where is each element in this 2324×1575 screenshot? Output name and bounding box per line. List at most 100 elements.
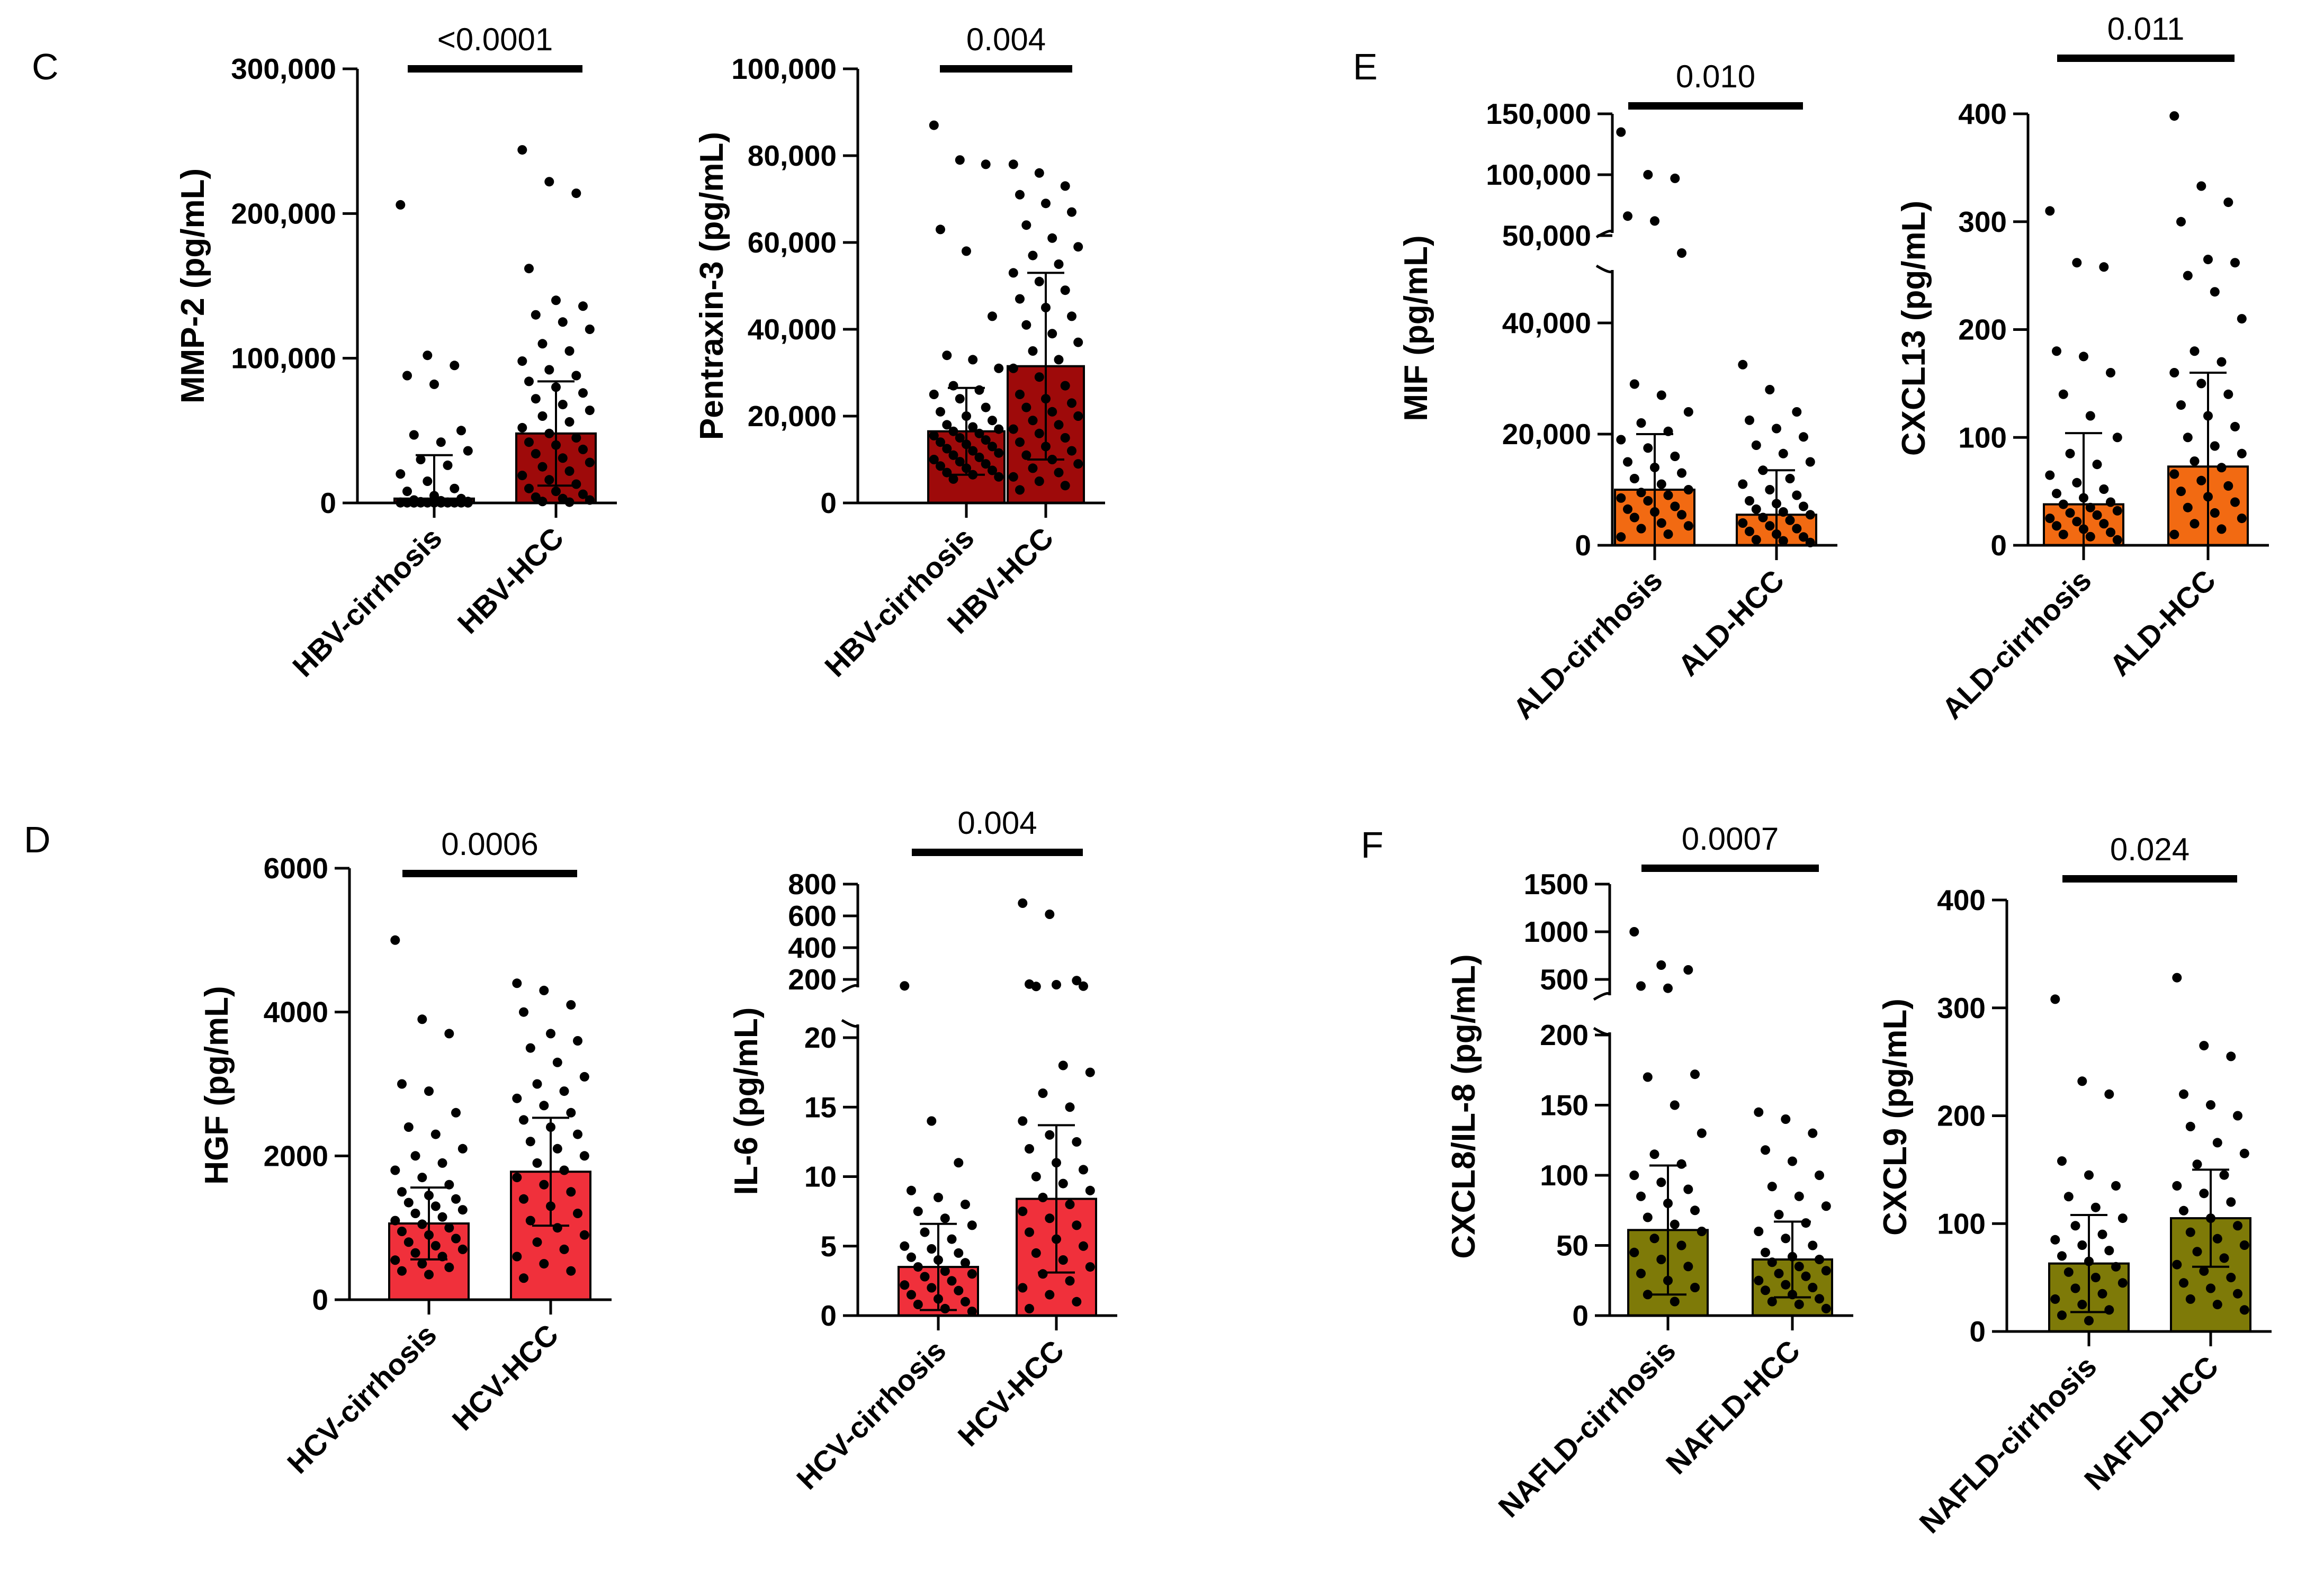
data-point — [994, 363, 1004, 373]
data-point — [2176, 217, 2186, 227]
data-point — [961, 1297, 970, 1307]
data-point — [1629, 1171, 1639, 1180]
data-point — [1028, 346, 1038, 356]
axis-break-bottom — [1593, 1027, 1611, 1036]
data-point — [1781, 1114, 1791, 1124]
p-value-label: 0.0007 — [1682, 821, 1779, 857]
data-point — [525, 1043, 535, 1053]
data-point — [571, 479, 581, 489]
data-point — [1815, 1171, 1824, 1180]
data-point — [1028, 463, 1038, 473]
data-point — [551, 295, 561, 305]
data-point — [2212, 1300, 2222, 1310]
data-point — [2192, 1159, 2202, 1169]
data-point — [948, 426, 958, 436]
data-point — [2172, 973, 2182, 983]
data-point — [451, 1234, 461, 1244]
data-point — [1643, 1290, 1653, 1300]
y-tick-label: 5 — [820, 1230, 837, 1263]
data-point — [2099, 519, 2109, 529]
data-point — [566, 1108, 576, 1118]
data-point — [1670, 173, 1680, 183]
category-label: NAFLD-cirrhosis — [1492, 1334, 1682, 1524]
y-tick-label: 400 — [1958, 97, 2007, 130]
data-point — [1778, 448, 1788, 458]
y-tick-label: 50 — [1556, 1229, 1589, 1262]
data-point — [1034, 476, 1044, 486]
data-point — [1028, 250, 1038, 260]
data-point — [2237, 314, 2247, 324]
data-point — [954, 1248, 964, 1258]
data-point — [2092, 460, 2102, 470]
y-tick-label: 0 — [320, 487, 336, 519]
data-point — [1018, 1283, 1028, 1293]
data-point — [1008, 424, 1018, 434]
data-point — [907, 1290, 916, 1300]
data-point — [390, 935, 400, 945]
data-point — [968, 355, 978, 365]
data-point — [1676, 1240, 1686, 1250]
data-point — [1008, 472, 1018, 482]
data-point — [1060, 285, 1070, 295]
data-point — [1808, 1240, 1818, 1250]
data-point — [524, 483, 534, 493]
y-tick-label: 40,000 — [748, 313, 837, 346]
y-tick-label: 2000 — [264, 1139, 328, 1172]
category-label: HBV-HCC — [451, 521, 570, 640]
data-point — [920, 1227, 930, 1237]
data-point — [1629, 927, 1639, 937]
data-point — [2072, 478, 2082, 488]
data-point — [1636, 418, 1646, 428]
data-point — [947, 1276, 957, 1286]
data-point — [1778, 536, 1788, 546]
data-point — [2237, 448, 2247, 458]
data-point — [1021, 402, 1031, 412]
data-point — [2212, 1138, 2222, 1148]
chart-cxcl13: 0 100 200 300 400 ALD-cirrhosis ALD-HCC CXCL13 … — [1896, 11, 2269, 725]
data-point — [948, 474, 958, 484]
data-point — [2190, 519, 2200, 529]
data-point — [1015, 437, 1025, 447]
y-tick-label: 80,000 — [748, 139, 837, 172]
data-point — [929, 455, 939, 464]
data-point — [519, 1273, 528, 1283]
data-point — [566, 1000, 576, 1010]
data-point — [1052, 980, 1061, 989]
data-point — [1794, 1299, 1804, 1309]
y-tick-label: 1000 — [1524, 915, 1589, 948]
data-point — [417, 1014, 427, 1024]
data-point — [1018, 1207, 1028, 1217]
data-point — [1018, 1116, 1028, 1126]
data-point — [1636, 1268, 1646, 1279]
axis-break-top — [841, 984, 859, 993]
data-point — [1065, 1276, 1075, 1286]
data-point — [566, 1187, 576, 1197]
data-point — [2085, 502, 2095, 512]
data-point — [524, 264, 534, 274]
data-point — [1683, 965, 1693, 975]
data-point — [390, 1255, 400, 1265]
data-point — [417, 1173, 427, 1183]
data-point — [397, 1266, 407, 1276]
data-point — [1058, 1255, 1068, 1265]
p-value-label: 0.010 — [1676, 59, 1755, 94]
data-point — [1085, 1185, 1095, 1195]
data-point — [2058, 529, 2068, 539]
data-point — [1045, 910, 1055, 919]
y-tick-label: 0 — [1572, 1299, 1589, 1332]
data-point — [2183, 433, 2193, 443]
data-point — [1054, 259, 1064, 269]
axis-break-top — [1593, 992, 1611, 1001]
y-axis-label: IL-6 (pg/mL) — [728, 1007, 765, 1195]
data-point — [1697, 1128, 1707, 1138]
data-point — [913, 1262, 923, 1272]
data-point — [2117, 1213, 2128, 1223]
data-point — [1656, 1177, 1666, 1187]
data-point — [2097, 1229, 2107, 1239]
data-point — [1761, 1247, 1770, 1257]
data-point — [423, 476, 433, 486]
data-point — [2217, 357, 2227, 367]
data-point — [1745, 526, 1754, 536]
y-tick-label: 400 — [1937, 884, 1986, 916]
data-point — [2183, 271, 2193, 281]
